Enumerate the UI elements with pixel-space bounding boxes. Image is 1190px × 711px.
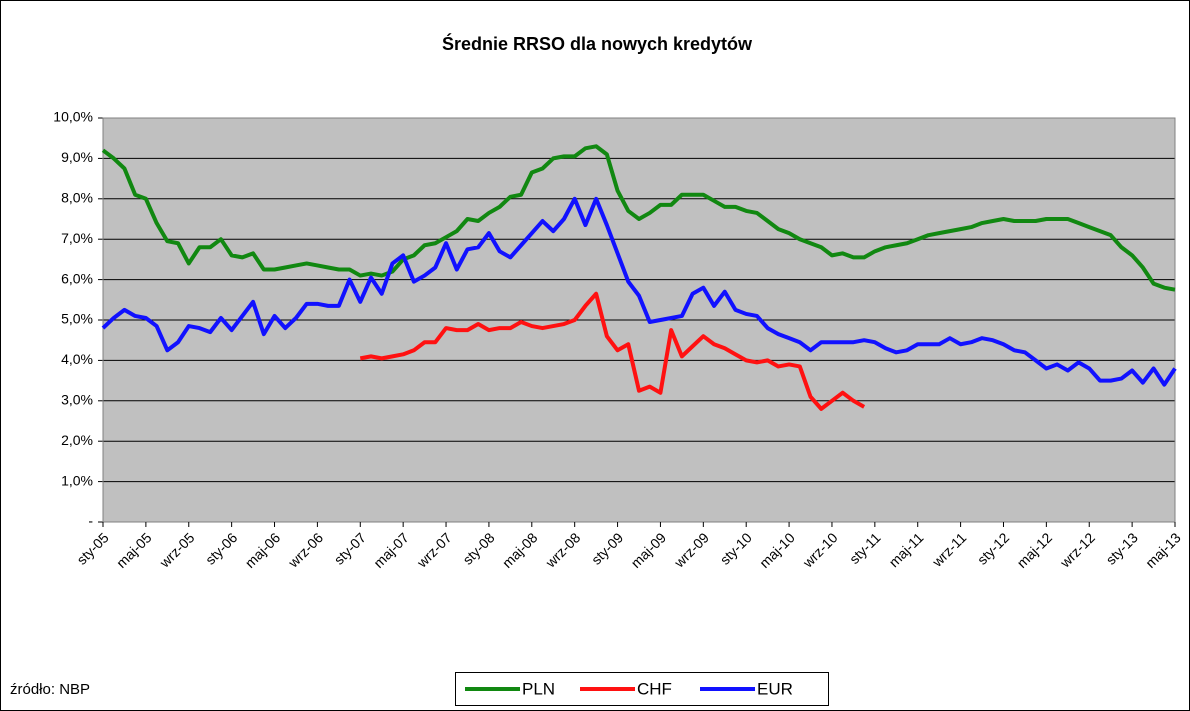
series-line (101, 144, 1176, 292)
y-tick-label: 6,0% (61, 270, 93, 286)
series-line (359, 291, 866, 411)
y-tick-label: 7,0% (61, 230, 93, 246)
legend-label: EUR (757, 679, 793, 698)
y-tick-label: 1,0% (61, 472, 93, 488)
chart-title: Średnie RRSO dla nowych kredytów (442, 33, 753, 54)
legend-label: CHF (637, 679, 672, 698)
y-tick-label: 8,0% (61, 190, 93, 206)
series-line (101, 196, 1177, 387)
legend-label: PLN (522, 679, 555, 698)
y-tick-label: 10,0% (53, 109, 93, 125)
y-tick-label: 4,0% (61, 351, 93, 367)
y-tick-label: - (88, 513, 93, 529)
y-tick-label: 9,0% (61, 149, 93, 165)
y-tick-label: 2,0% (61, 432, 93, 448)
y-tick-label: 3,0% (61, 392, 93, 408)
y-tick-label: 5,0% (61, 311, 93, 327)
plot-border (102, 117, 1176, 523)
source-note: źródło: NBP (10, 681, 90, 698)
legend-box (455, 672, 829, 706)
